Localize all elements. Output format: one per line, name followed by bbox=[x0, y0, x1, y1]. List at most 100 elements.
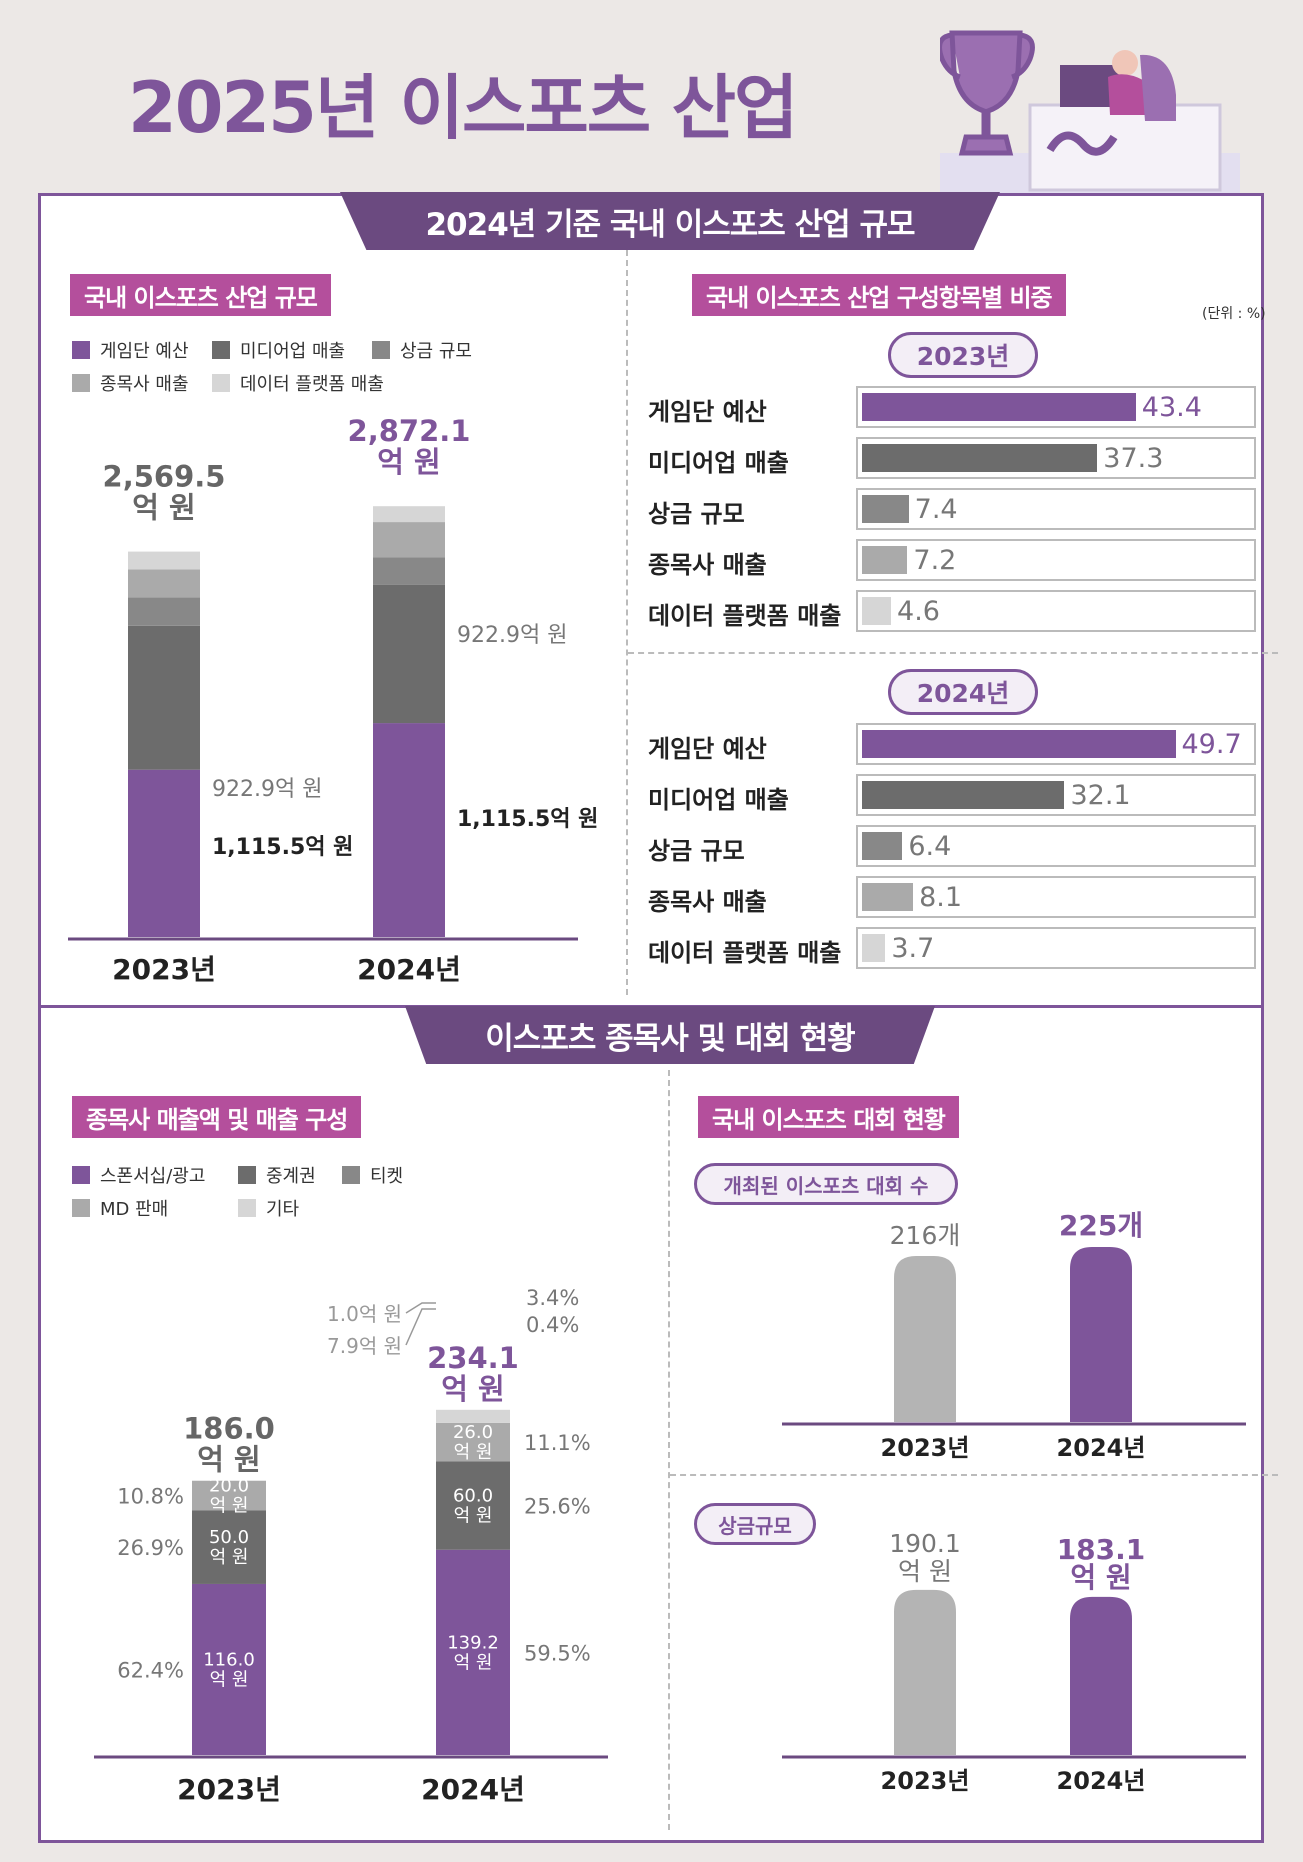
legend-swatch bbox=[72, 1166, 90, 1184]
segment-value-label: 26.0 억 원 bbox=[453, 1422, 493, 1463]
legend-item-publisher: 종목사 매출 bbox=[72, 370, 189, 396]
legend-label: 종목사 매출 bbox=[100, 374, 189, 395]
segment-pct-label: 62.4% bbox=[117, 1658, 184, 1682]
share-bar-box: 7.2 bbox=[856, 539, 1256, 581]
section2-banner: 이스포츠 종목사 및 대회 현황 bbox=[405, 1006, 935, 1064]
legend-swatch bbox=[212, 374, 230, 392]
bar-segment bbox=[373, 584, 445, 724]
total-label: 186.0 억 원 bbox=[183, 1412, 275, 1477]
bar-segment bbox=[192, 1480, 266, 1511]
bar-segment bbox=[373, 506, 445, 523]
legend-item-md: MD 판매 bbox=[72, 1195, 168, 1221]
bar-segment bbox=[128, 551, 200, 570]
share-bar bbox=[862, 444, 1098, 472]
share-bar-box: 4.6 bbox=[856, 590, 1256, 632]
share-value-label: 43.4 bbox=[1141, 392, 1202, 423]
year-pill-2024: 2024년 bbox=[888, 669, 1038, 715]
share-bar-box: 8.1 bbox=[856, 876, 1256, 918]
share-bar bbox=[862, 546, 908, 574]
legend-swatch bbox=[238, 1166, 256, 1184]
legend-item-data-platform: 데이터 플랫폼 매출 bbox=[212, 370, 384, 396]
callout-label: 7.9억 원 bbox=[327, 1334, 402, 1358]
esports-illustration bbox=[940, 30, 1240, 195]
segment-pct-label: 26.9% bbox=[117, 1536, 184, 1560]
bar-value-label: 190.1 억 원 bbox=[889, 1529, 961, 1586]
tournament-count-pill: 개최된 이스포츠 대회 수 bbox=[694, 1163, 958, 1205]
segment-value-label: 1,115.5억 원 bbox=[212, 835, 353, 860]
share-bar bbox=[862, 730, 1176, 758]
bar-segment bbox=[436, 1422, 510, 1462]
share-value-label: 6.4 bbox=[908, 831, 952, 862]
page-title: 2025년 이스포츠 산업 bbox=[128, 67, 798, 149]
share-bar-box: 6.4 bbox=[856, 825, 1256, 867]
bar-segment bbox=[128, 625, 200, 770]
segment-value-label: 20.0 억 원 bbox=[209, 1475, 249, 1516]
category-label: 2024년 bbox=[357, 953, 461, 986]
year-pill-2023: 2023년 bbox=[888, 332, 1038, 378]
share-category-label: 데이터 플랫폼 매출 bbox=[648, 602, 842, 630]
legend-swatch bbox=[72, 341, 90, 359]
share-category-label: 미디어업 매출 bbox=[648, 449, 789, 477]
bar-segment bbox=[192, 1510, 266, 1584]
bar bbox=[894, 1589, 956, 1755]
legend-item-broadcast-rights: 중계권 bbox=[238, 1162, 316, 1188]
bar-value-label: 225개 bbox=[1059, 1210, 1143, 1242]
trophy-icon bbox=[940, 30, 1035, 156]
segment-pct-label: 3.4% bbox=[526, 1286, 579, 1310]
bar-segment bbox=[436, 1549, 510, 1755]
total-label: 2,569.5 억 원 bbox=[103, 460, 226, 525]
segment-value-label: 116.0 억 원 bbox=[203, 1649, 255, 1690]
share-category-label: 상금 규모 bbox=[648, 837, 745, 865]
share-category-label: 데이터 플랫폼 매출 bbox=[648, 939, 842, 967]
bar bbox=[1070, 1247, 1132, 1422]
share-category-label: 미디어업 매출 bbox=[648, 786, 789, 814]
share-category-label: 종목사 매출 bbox=[648, 551, 767, 579]
industry-size-title: 국내 이스포츠 산업 규모 bbox=[70, 274, 331, 316]
section2-vertical-divider bbox=[668, 1070, 670, 1830]
share-bar-box: 43.4 bbox=[856, 386, 1256, 428]
category-label: 2023년 bbox=[881, 1434, 970, 1462]
share-divider bbox=[628, 652, 1278, 654]
legend-label: 게임단 예산 bbox=[100, 341, 189, 362]
callout-label: 1.0억 원 bbox=[327, 1302, 402, 1326]
share-value-label: 7.2 bbox=[913, 545, 957, 576]
segment-value-label: 60.0 억 원 bbox=[453, 1486, 493, 1527]
category-label: 2024년 bbox=[1057, 1767, 1146, 1795]
prize-pool-pill: 상금규모 bbox=[694, 1503, 816, 1545]
legend-swatch bbox=[372, 341, 390, 359]
share-category-label: 게임단 예산 bbox=[648, 398, 767, 426]
share-bar bbox=[862, 393, 1136, 421]
bar-segment bbox=[373, 557, 445, 585]
legend-label: 기타 bbox=[266, 1199, 300, 1220]
segment-value-label: 1,115.5억 원 bbox=[457, 807, 598, 832]
section1-banner: 2024년 기준 국내 이스포츠 산업 규모 bbox=[340, 192, 1000, 250]
tournament-status-title: 국내 이스포츠 대회 현황 bbox=[698, 1096, 959, 1138]
share-bar-box: 32.1 bbox=[856, 774, 1256, 816]
total-label: 2,872.1 억 원 bbox=[348, 414, 471, 479]
segment-value-label: 50.0 억 원 bbox=[209, 1527, 249, 1568]
segment-value-label: 922.9억 원 bbox=[457, 623, 567, 648]
unit-label: (단위 : %) bbox=[1202, 306, 1266, 322]
bar-segment bbox=[128, 569, 200, 598]
legend-item-other: 기타 bbox=[238, 1195, 299, 1221]
legend-item-team-budget: 게임단 예산 bbox=[72, 337, 189, 363]
bar-segment bbox=[373, 723, 445, 937]
legend-label: 상금 규모 bbox=[400, 341, 472, 362]
category-label: 2023년 bbox=[177, 1773, 281, 1806]
gamer-head-icon bbox=[1112, 50, 1138, 76]
legend-label: 데이터 플랫폼 매출 bbox=[240, 374, 384, 395]
segment-value-label: 922.9억 원 bbox=[212, 777, 322, 802]
share-value-label: 32.1 bbox=[1070, 780, 1131, 811]
publisher-revenue-chart: 116.0 억 원 62.4% 50.0 억 원 26.9% 20.0 억 원 10.8% 186… bbox=[94, 1286, 608, 1806]
segment-pct-label: 10.8% bbox=[117, 1484, 184, 1508]
share-value-label: 49.7 bbox=[1181, 729, 1242, 760]
callout-line bbox=[405, 1308, 436, 1346]
legend-swatch bbox=[212, 341, 230, 359]
bar bbox=[1070, 1596, 1132, 1755]
share-bar bbox=[862, 832, 903, 860]
segment-pct-label: 25.6% bbox=[524, 1495, 591, 1519]
bar-segment bbox=[128, 597, 200, 626]
share-bar bbox=[862, 934, 886, 962]
share-bar bbox=[862, 495, 909, 523]
legend-label: MD 판매 bbox=[100, 1199, 169, 1220]
